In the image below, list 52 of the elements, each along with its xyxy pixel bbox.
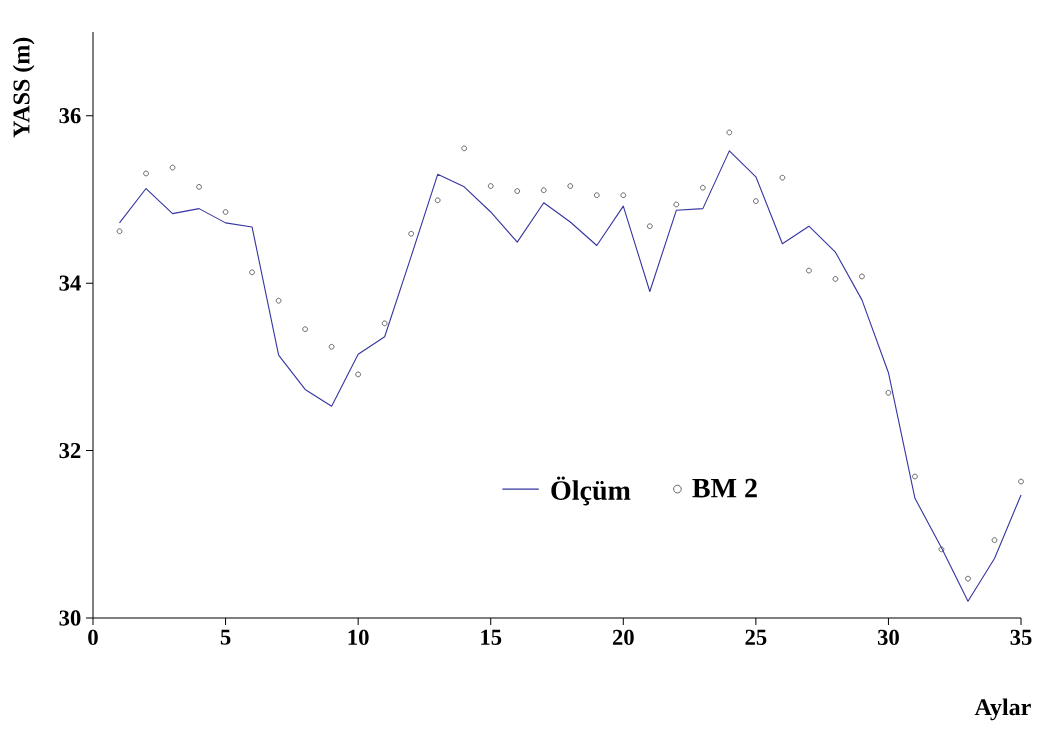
y-tick-label: 30: [59, 610, 81, 626]
point: [381, 320, 388, 327]
y-tick-label: 34: [59, 275, 81, 291]
point: [593, 192, 600, 199]
point: [487, 183, 494, 189]
point: [328, 343, 335, 350]
point: [965, 575, 971, 582]
point: [620, 192, 627, 199]
x-tick-label: 0: [88, 629, 98, 646]
line-series: [118, 150, 1022, 602]
y-tick-label: 32: [59, 442, 81, 459]
x-tick-label: 10: [348, 629, 369, 646]
legend-label: BM 2: [692, 478, 757, 498]
x-tick-label: 35: [1010, 629, 1032, 645]
point: [726, 129, 733, 136]
point: [196, 184, 202, 190]
point: [753, 198, 759, 204]
point: [673, 201, 680, 208]
point: [169, 164, 176, 171]
point: [275, 297, 282, 304]
point: [885, 389, 892, 396]
point: [116, 228, 123, 235]
x-tick-label: 5: [220, 629, 231, 645]
point: [832, 276, 839, 282]
point: [302, 326, 308, 333]
point: [859, 273, 865, 280]
point: [699, 184, 706, 191]
point: [991, 537, 998, 543]
x-tick-label: 15: [481, 629, 502, 645]
point: [355, 371, 361, 378]
point: [567, 183, 574, 189]
point: [408, 230, 415, 237]
x-axis-title: Aylar: [974, 698, 1031, 721]
point: [806, 267, 812, 274]
point: [222, 209, 229, 215]
point: [249, 269, 255, 276]
point: [779, 174, 786, 181]
point: [540, 187, 547, 194]
x-tick-label: 25: [745, 629, 767, 645]
y-tick-label: 36: [59, 108, 81, 124]
point: [143, 170, 149, 177]
point: [646, 223, 653, 230]
point: [514, 188, 521, 194]
point: [912, 473, 918, 480]
point: [1018, 478, 1024, 485]
point: [461, 145, 468, 152]
x-tick-label: 30: [877, 629, 899, 646]
x-tick-label: 20: [612, 629, 634, 646]
y-axis-title: YASS (m): [12, 37, 35, 138]
point: [434, 197, 441, 204]
legend-label: Ölçüm: [551, 476, 631, 506]
point: [938, 546, 945, 553]
